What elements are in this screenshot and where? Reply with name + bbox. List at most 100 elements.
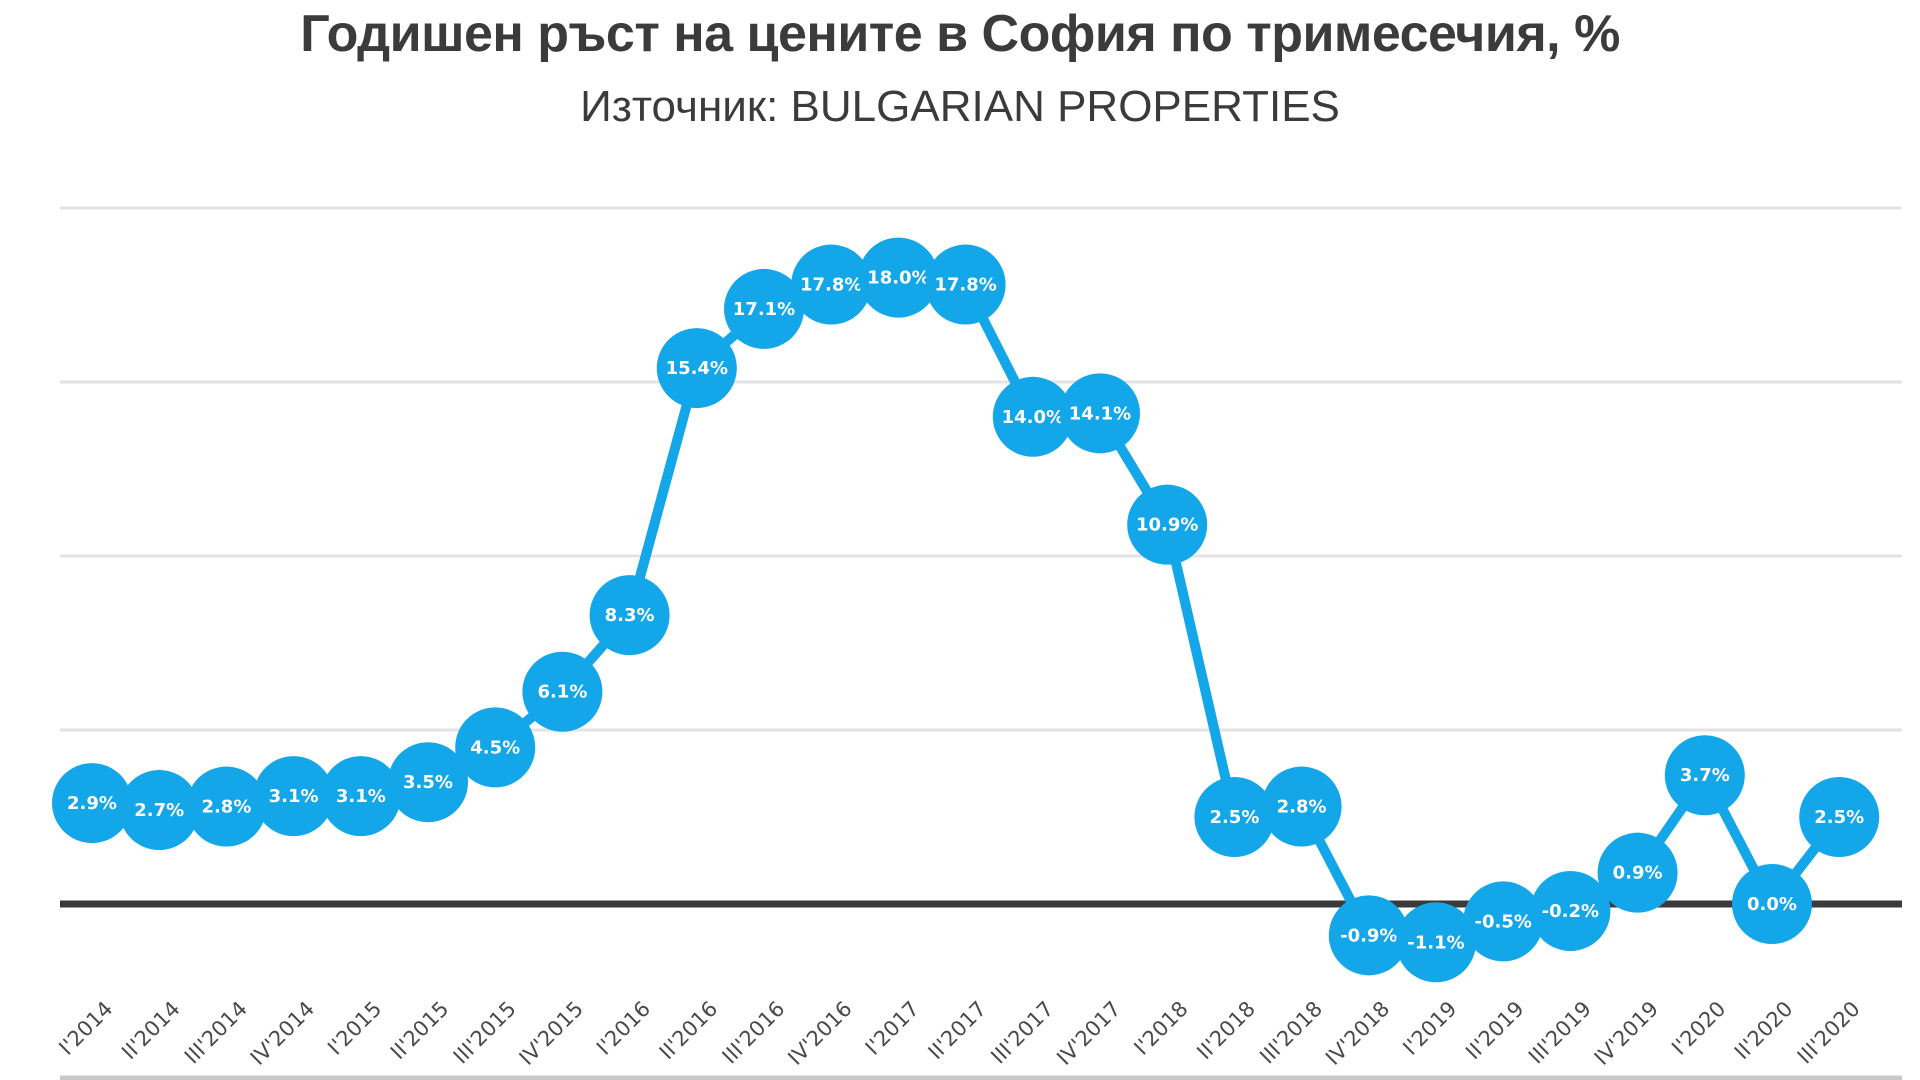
data-marker: [119, 770, 200, 851]
data-marker: [1732, 864, 1812, 944]
x-tick-label: II'2020: [1730, 997, 1798, 1065]
data-marker: [791, 244, 872, 325]
data-label: 3.5%: [403, 772, 453, 793]
x-tick-label: I'2015: [323, 997, 386, 1060]
data-marker: [1664, 735, 1745, 816]
data-label: 17.8%: [934, 275, 996, 296]
x-tick-label: III'2020: [1793, 997, 1865, 1069]
x-tick-label: I'2018: [1130, 997, 1193, 1060]
x-tick-label: III'2014: [180, 997, 252, 1069]
data-label: 2.8%: [201, 797, 251, 818]
data-label: 2.5%: [1209, 807, 1259, 828]
data-point: 2.8%: [1261, 766, 1342, 847]
data-point: 3.1%: [320, 756, 401, 837]
data-point: 2.5%: [1194, 777, 1275, 857]
data-point: 3.7%: [1664, 735, 1745, 816]
data-marker: [455, 707, 536, 788]
x-tick-label: IV'2019: [1590, 997, 1663, 1070]
data-point: -0.2%: [1530, 870, 1611, 951]
x-tick-label: III'2016: [718, 997, 790, 1069]
data-point: 17.1%: [724, 268, 804, 349]
x-tick-label: I'2019: [1398, 997, 1461, 1060]
data-label: 15.4%: [666, 358, 728, 379]
x-tick-label: IV'2018: [1321, 997, 1394, 1070]
data-point: 14.1%: [1060, 373, 1140, 454]
data-point: -0.9%: [1328, 895, 1409, 976]
data-marker: [724, 268, 804, 349]
data-label: 3.1%: [336, 786, 386, 807]
series-line: [91, 272, 1844, 948]
data-point: -1.1%: [1396, 902, 1476, 983]
x-tick-label: III'2018: [1255, 997, 1327, 1069]
data-marker: [656, 328, 737, 409]
chart-subtitle: Източник: BULGARIAN PROPERTIES: [580, 82, 1340, 131]
data-point: 2.8%: [186, 766, 267, 847]
data-point: 3.1%: [253, 756, 334, 837]
data-point: 18.0%: [858, 237, 939, 318]
x-tick-label: III'2019: [1524, 997, 1596, 1069]
x-tick-label: III'2015: [449, 997, 521, 1069]
data-label: -0.9%: [1340, 925, 1397, 946]
x-tick-label: IV'2016: [783, 997, 856, 1070]
data-label: 18.0%: [867, 268, 929, 289]
x-tick-label: II'2015: [386, 997, 454, 1065]
data-marker: [1799, 777, 1880, 857]
data-marker: [522, 651, 603, 732]
data-marker: [1396, 902, 1476, 983]
data-marker: [320, 756, 401, 837]
data-point: 17.8%: [791, 244, 872, 325]
data-marker: [1060, 373, 1140, 454]
data-point: 17.8%: [925, 244, 1006, 325]
data-label: 14.1%: [1069, 403, 1131, 424]
data-point: 15.4%: [656, 328, 737, 409]
x-tick-label: IV'2014: [246, 997, 319, 1070]
data-point: 2.7%: [119, 770, 200, 851]
data-point: 10.9%: [1127, 484, 1208, 565]
data-point: 14.0%: [992, 376, 1073, 457]
x-tick-label: IV'2015: [515, 997, 588, 1070]
data-label: -1.1%: [1407, 932, 1464, 953]
data-label: 17.8%: [800, 275, 862, 296]
data-marker: [388, 742, 468, 823]
data-markers: 2.9% 2.7% 2.8% 3.1% 3.1% 3.5% 4.5% 6.1% 8.3% 15.4…: [52, 237, 1880, 983]
data-point: 4.5%: [455, 707, 536, 788]
data-point: 2.5%: [1799, 777, 1880, 857]
x-tick-label: II'2018: [1192, 997, 1260, 1065]
data-label: 2.7%: [134, 800, 184, 821]
x-tick-label: II'2014: [117, 997, 185, 1065]
data-marker: [992, 376, 1073, 457]
data-label: 17.1%: [733, 299, 795, 320]
x-tick-label: III'2017: [986, 997, 1058, 1069]
data-label: 8.3%: [605, 605, 655, 626]
data-point: 2.9%: [52, 763, 132, 844]
data-point: 3.5%: [388, 742, 468, 823]
x-tick-label: I'2016: [592, 997, 655, 1060]
x-tick-label: II'2016: [655, 997, 723, 1065]
data-label: -0.2%: [1542, 901, 1599, 922]
data-label: 10.9%: [1136, 515, 1198, 536]
data-marker: [186, 766, 267, 847]
data-label: 2.8%: [1277, 797, 1327, 818]
data-point: 0.0%: [1732, 864, 1812, 944]
data-point: 6.1%: [522, 651, 603, 732]
data-marker: [253, 756, 334, 837]
data-marker: [589, 575, 670, 656]
data-marker: [858, 237, 939, 318]
x-tick-label: I'2017: [861, 997, 924, 1060]
data-label: -0.5%: [1474, 911, 1531, 932]
chart-title: Годишен ръст на цените в София по тримес…: [300, 5, 1620, 63]
data-label: 0.9%: [1613, 863, 1663, 884]
data-marker: [1127, 484, 1208, 565]
data-marker: [1530, 870, 1611, 951]
data-label: 2.9%: [67, 793, 117, 814]
data-marker: [52, 763, 132, 844]
x-tick-label: II'2017: [924, 997, 992, 1065]
data-label: 3.7%: [1680, 765, 1730, 786]
x-tick-label: I'2014: [54, 997, 117, 1060]
data-point: -0.5%: [1463, 881, 1544, 962]
x-tick-label: IV'2017: [1052, 997, 1125, 1070]
data-marker: [1194, 777, 1275, 857]
gridlines: [60, 206, 1902, 732]
data-marker: [925, 244, 1006, 325]
